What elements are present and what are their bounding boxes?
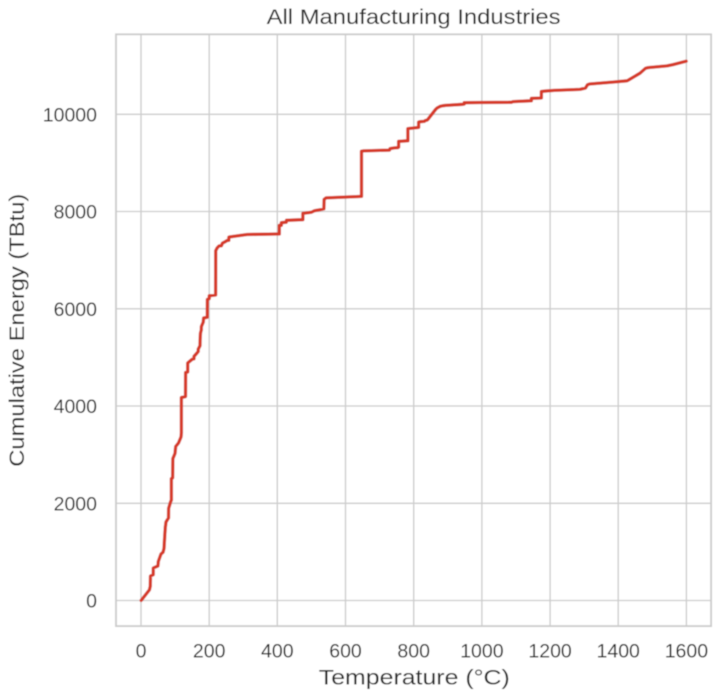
svg-text:400: 400 [261,641,294,663]
svg-text:1000: 1000 [460,641,504,663]
svg-text:6000: 6000 [54,299,98,321]
svg-text:1600: 1600 [665,641,709,663]
svg-text:All Manufacturing Industries: All Manufacturing Industries [267,5,561,29]
svg-text:4000: 4000 [54,396,98,418]
svg-text:0: 0 [136,641,147,663]
svg-text:200: 200 [193,641,226,663]
svg-text:10000: 10000 [43,104,97,126]
svg-text:8000: 8000 [54,202,98,224]
svg-text:1200: 1200 [528,641,572,663]
svg-text:Cumulative Energy (TBtu): Cumulative Energy (TBtu) [5,194,29,467]
svg-text:0: 0 [86,591,97,613]
svg-text:2000: 2000 [54,493,98,515]
svg-text:800: 800 [397,641,430,663]
svg-text:Temperature (°C): Temperature (°C) [319,665,510,689]
svg-text:600: 600 [329,641,362,663]
svg-text:1400: 1400 [597,641,641,663]
